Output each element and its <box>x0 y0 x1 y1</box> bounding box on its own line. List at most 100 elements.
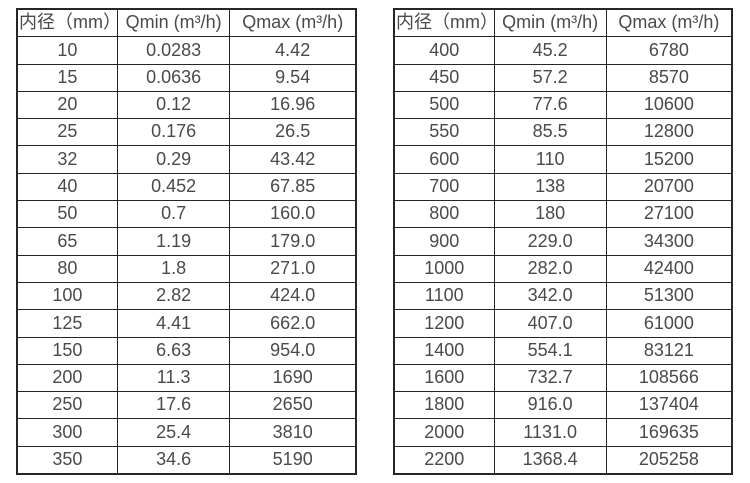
table-row: 700 138 20700 <box>393 172 733 202</box>
table-row: 550 85.5 12800 <box>393 118 733 147</box>
header-qmin: Qmin (m³/h) <box>116 8 231 38</box>
table-row: 80 1.8 271.0 <box>16 254 357 283</box>
table-cell: 27100 <box>605 200 733 229</box>
table-cell: 6.63 <box>116 336 231 365</box>
table-cell: 125 <box>16 309 118 338</box>
table-cell: 8570 <box>605 63 733 92</box>
table-row: 150 6.63 954.0 <box>16 336 357 365</box>
table-cell: 11.3 <box>116 363 231 393</box>
table-cell: 554.1 <box>493 336 607 365</box>
table-cell: 407.0 <box>493 309 607 338</box>
table-row: 800 180 27100 <box>393 200 733 229</box>
table-cell: 32 <box>16 145 118 174</box>
table-cell: 12800 <box>605 118 733 147</box>
table-cell: 138 <box>493 172 607 202</box>
table-cell: 0.29 <box>116 145 231 174</box>
table-cell: 700 <box>393 172 495 202</box>
table-row: 1100 342.0 51300 <box>393 281 733 311</box>
table-row: 2200 1368.4 205258 <box>393 445 733 475</box>
table-cell: 20700 <box>605 172 733 202</box>
table-cell: 954.0 <box>229 336 357 365</box>
table-cell: 229.0 <box>493 227 607 256</box>
table-cell: 900 <box>393 227 495 256</box>
table-cell: 34300 <box>605 227 733 256</box>
header-qmax: Qmax (m³/h) <box>605 8 733 38</box>
table-cell: 83121 <box>605 336 733 365</box>
table-row: 1800 916.0 137404 <box>393 391 733 420</box>
table-cell: 179.0 <box>229 227 357 256</box>
table-row: 40 0.452 67.85 <box>16 172 357 202</box>
table-cell: 662.0 <box>229 309 357 338</box>
table-cell: 42400 <box>605 254 733 283</box>
table-cell: 1000 <box>393 254 495 283</box>
table-cell: 0.452 <box>116 172 231 202</box>
table-cell: 137404 <box>605 391 733 420</box>
table-cell: 25.4 <box>116 418 231 447</box>
table-cell: 800 <box>393 200 495 229</box>
table-row: 400 45.2 6780 <box>393 36 733 65</box>
table-cell: 732.7 <box>493 363 607 393</box>
table-cell: 500 <box>393 90 495 120</box>
table-row: 125 4.41 662.0 <box>16 309 357 338</box>
table-cell: 15 <box>16 63 118 92</box>
table-cell: 20 <box>16 90 118 120</box>
table-row: 450 57.2 8570 <box>393 63 733 92</box>
table-body-large: 400 45.2 6780 450 57.2 8570 500 77.6 10600 550 85.… <box>393 36 733 475</box>
table-cell: 40 <box>16 172 118 202</box>
table-cell: 100 <box>16 281 118 311</box>
table-cell: 250 <box>16 391 118 420</box>
table-cell: 1800 <box>393 391 495 420</box>
table-cell: 282.0 <box>493 254 607 283</box>
table-cell: 550 <box>393 118 495 147</box>
table-row: 100 2.82 424.0 <box>16 281 357 311</box>
table-cell: 16.96 <box>229 90 357 120</box>
table-cell: 26.5 <box>229 118 357 147</box>
table-cell: 17.6 <box>116 391 231 420</box>
table-cell: 0.0283 <box>116 36 231 65</box>
table-cell: 205258 <box>605 445 733 475</box>
table-cell: 2200 <box>393 445 495 475</box>
table-body-small: 10 0.0283 4.42 15 0.0636 9.54 20 0.12 16.96 25 0.1… <box>16 36 357 475</box>
table-row: 10 0.0283 4.42 <box>16 36 357 65</box>
header-qmax: Qmax (m³/h) <box>229 8 357 38</box>
table-cell: 108566 <box>605 363 733 393</box>
table-row: 15 0.0636 9.54 <box>16 63 357 92</box>
table-cell: 0.0636 <box>116 63 231 92</box>
table-row: 250 17.6 2650 <box>16 391 357 420</box>
table-row: 600 110 15200 <box>393 145 733 174</box>
table-cell: 2000 <box>393 418 495 447</box>
table-cell: 1200 <box>393 309 495 338</box>
table-cell: 67.85 <box>229 172 357 202</box>
table-cell: 10600 <box>605 90 733 120</box>
table-cell: 5190 <box>229 445 357 475</box>
table-row: 32 0.29 43.42 <box>16 145 357 174</box>
table-row: 20 0.12 16.96 <box>16 90 357 120</box>
table-cell: 43.42 <box>229 145 357 174</box>
header-qmin: Qmin (m³/h) <box>493 8 607 38</box>
table-cell: 51300 <box>605 281 733 311</box>
table-cell: 4.41 <box>116 309 231 338</box>
table-cell: 50 <box>16 200 118 229</box>
table-cell: 160.0 <box>229 200 357 229</box>
header-inner-diameter: 内径（mm） <box>16 8 118 38</box>
table-row: 2000 1131.0 169635 <box>393 418 733 447</box>
table-cell: 1131.0 <box>493 418 607 447</box>
table-cell: 9.54 <box>229 63 357 92</box>
table-cell: 271.0 <box>229 254 357 283</box>
table-cell: 1.8 <box>116 254 231 283</box>
table-cell: 1.19 <box>116 227 231 256</box>
table-row: 500 77.6 10600 <box>393 90 733 120</box>
table-cell: 1368.4 <box>493 445 607 475</box>
table-cell: 400 <box>393 36 495 65</box>
table-cell: 61000 <box>605 309 733 338</box>
flow-table-large-diameters: 内径（mm） Qmin (m³/h) Qmax (m³/h) 400 45.2 67… <box>393 8 733 476</box>
table-cell: 169635 <box>605 418 733 447</box>
table-cell: 15200 <box>605 145 733 174</box>
table-cell: 3810 <box>229 418 357 447</box>
table-cell: 10 <box>16 36 118 65</box>
table-cell: 77.6 <box>493 90 607 120</box>
table-cell: 200 <box>16 363 118 393</box>
table-cell: 450 <box>393 63 495 92</box>
table-cell: 65 <box>16 227 118 256</box>
